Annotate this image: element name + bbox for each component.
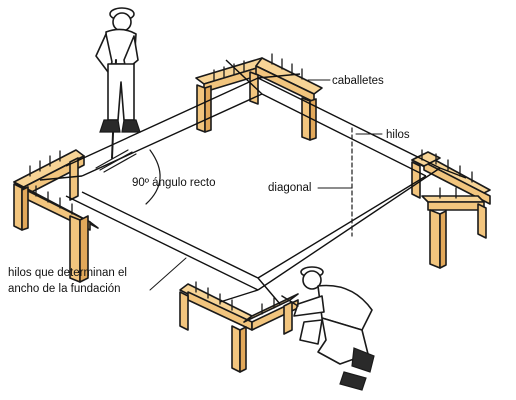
right-angle-arc [145, 149, 161, 205]
label-caballetes: caballetes [332, 75, 384, 87]
worker-kneeling-figure [281, 266, 375, 391]
label-angulo-recto: 90º ángulo recto [132, 177, 215, 189]
batter-board-left [13, 149, 99, 283]
strings [39, 59, 467, 305]
label-diagonal: diagonal [268, 182, 311, 194]
label-hilos-ancho-line1: hilos que determinan el [8, 267, 127, 279]
hilos-ancho-leader [149, 257, 187, 291]
batter-board-right [411, 149, 491, 269]
batter-board-bottom [179, 281, 299, 373]
label-hilos-ancho-line2: ancho de la fundación [8, 283, 121, 295]
label-hilos: hilos [386, 129, 410, 141]
worker-standing-figure [95, 7, 141, 173]
